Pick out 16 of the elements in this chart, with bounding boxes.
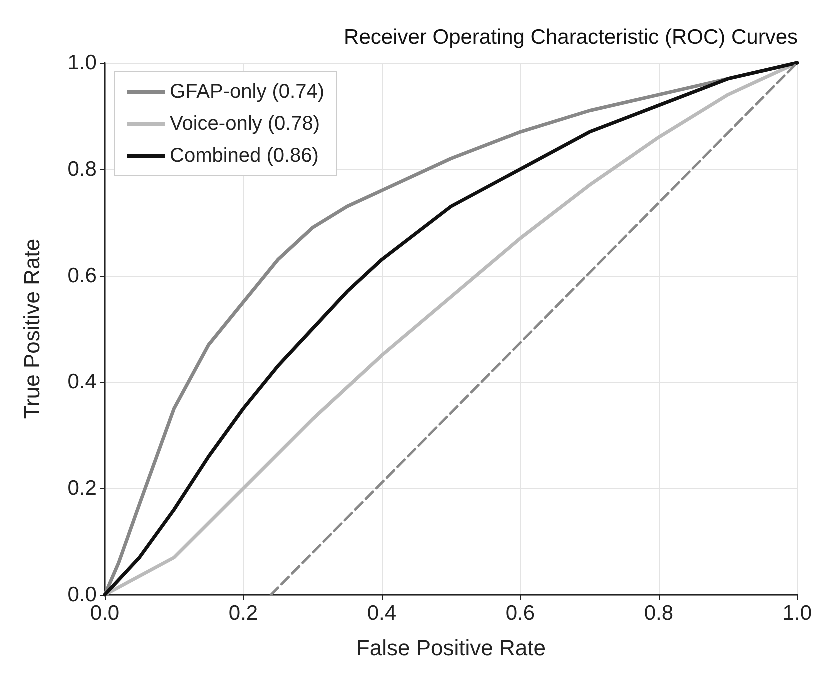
x-tick-label: 0.4 bbox=[367, 602, 397, 625]
y-tick-label: 0.2 bbox=[68, 477, 97, 500]
x-tick-label: 1.0 bbox=[782, 602, 812, 625]
y-tick-label: 0.8 bbox=[68, 158, 97, 181]
chart-title: Receiver Operating Characteristic (ROC) Curves bbox=[344, 26, 798, 49]
legend-label: Combined (0.86) bbox=[170, 145, 319, 167]
legend-label: Voice-only (0.78) bbox=[170, 113, 320, 135]
y-tick-label: 0.6 bbox=[68, 264, 97, 288]
y-axis-title: True Positive Rate bbox=[20, 238, 44, 420]
legend-label: GFAP-only (0.74) bbox=[170, 81, 325, 103]
x-tick-label: 0.8 bbox=[644, 602, 674, 625]
x-tick-label: 0.2 bbox=[228, 602, 258, 625]
x-axis-title: False Positive Rate bbox=[356, 636, 546, 660]
y-tick-label: 0.4 bbox=[68, 370, 98, 394]
y-tick-label: 1.0 bbox=[68, 52, 97, 74]
x-tick-label: 0.6 bbox=[506, 602, 536, 625]
